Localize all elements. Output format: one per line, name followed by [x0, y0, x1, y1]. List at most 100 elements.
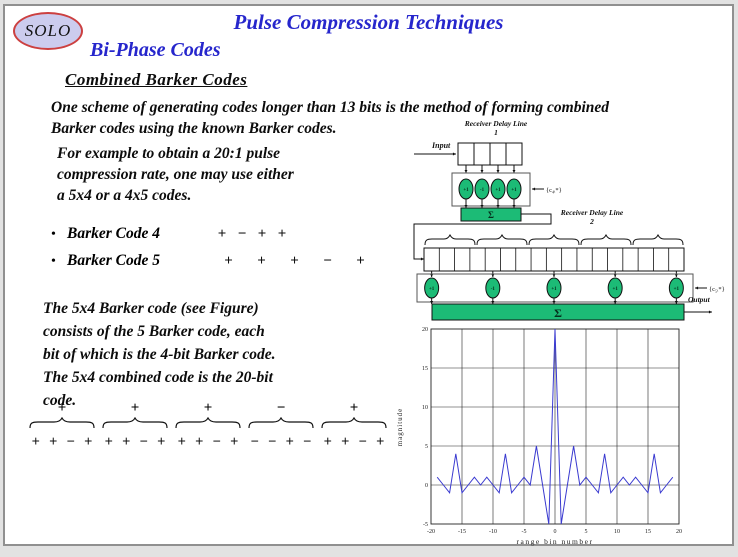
svg-text:1: 1 — [494, 128, 498, 137]
svg-text:+1: +1 — [612, 287, 618, 292]
svg-text:Receiver Delay Line: Receiver Delay Line — [560, 208, 624, 217]
bullet-dot: • — [51, 254, 56, 269]
x-axis-label: range bin number — [517, 537, 594, 546]
outer-code-sign: + — [203, 400, 213, 416]
code-sign: + — [224, 253, 233, 269]
over-brace — [175, 416, 241, 429]
code-sign: + — [217, 226, 227, 242]
code-sign: + — [122, 434, 131, 450]
svg-text:20: 20 — [422, 327, 428, 333]
code-sign: − — [268, 434, 277, 450]
over-brace — [29, 416, 95, 429]
code-bits: − − + − — [246, 434, 316, 451]
svg-text:+1: +1 — [463, 188, 469, 193]
slide: SOLO Pulse Compression Techniques Bi-Pha… — [3, 4, 734, 546]
svg-text:-15: -15 — [458, 529, 466, 535]
chart-line — [436, 328, 674, 525]
code-sign: − — [66, 434, 75, 450]
code-sign: + — [49, 434, 58, 450]
code-sign: − — [250, 434, 259, 450]
combined-code-group: + + + − + — [27, 400, 97, 451]
solo-logo-text: SOLO — [24, 21, 72, 40]
autocorrelation-chart: -20 -15 -10 -5 0 5 10 15 20 -5 0 5 10 15 20 magnitude ra… — [396, 327, 682, 546]
code-bits: + + − + — [173, 434, 243, 451]
code-sign: + — [290, 253, 299, 269]
combined-code-sequence: + + + − + + + + − + + + + − + − − − + − + + + − + — [27, 400, 392, 451]
code-sign: + — [341, 434, 350, 450]
code-sign: − — [237, 226, 247, 242]
code-sign: − — [358, 434, 367, 450]
page-title: Pulse Compression Techniques — [233, 10, 504, 34]
bullet-barker-code-4: • Barker Code 4 + − + + — [51, 225, 377, 252]
svg-text:-1: -1 — [491, 287, 496, 292]
code-bits: + + − + — [100, 434, 170, 451]
bullet-label: Barker Code 5 — [67, 252, 160, 269]
group-brace — [528, 233, 580, 246]
svg-text:+1: +1 — [511, 188, 517, 193]
tap-weight-box-2 — [416, 273, 694, 303]
svg-text:+1: +1 — [495, 188, 501, 193]
svg-text:0: 0 — [554, 529, 557, 535]
paragraph-example: For example to obtain a 20:1 pulse compr… — [57, 145, 294, 204]
svg-text:5: 5 — [585, 529, 588, 535]
tap-label-1: {c₄ᵢ*} — [546, 187, 562, 194]
solo-logo: SOLO — [13, 12, 83, 50]
code-sign: − — [212, 434, 221, 450]
input-label: Input — [431, 141, 451, 150]
over-brace — [321, 416, 387, 429]
svg-text:+1: +1 — [551, 287, 557, 292]
svg-text:-10: -10 — [489, 529, 497, 535]
svg-text:-5: -5 — [423, 522, 428, 528]
svg-text:5: 5 — [425, 444, 428, 450]
svg-text:-1: -1 — [480, 188, 485, 193]
svg-text:2: 2 — [589, 217, 594, 226]
svg-text:Receiver Delay Line: Receiver Delay Line — [464, 119, 528, 128]
group-brace — [580, 233, 632, 246]
code-sign: + — [177, 434, 186, 450]
svg-text:10: 10 — [614, 529, 620, 535]
over-brace — [248, 416, 314, 429]
combined-code-group: + + + − + — [319, 400, 389, 451]
code-sign: + — [31, 434, 40, 450]
code-sign: − — [139, 434, 148, 450]
svg-text:Σ: Σ — [488, 210, 494, 220]
svg-text:+1: +1 — [429, 287, 435, 292]
code-sign: + — [257, 226, 267, 242]
code-sign: + — [230, 434, 239, 450]
combined-code-group: + + + − + — [173, 400, 243, 451]
code-sign: + — [376, 434, 385, 450]
svg-text:20: 20 — [676, 529, 682, 535]
code-sign: − — [303, 434, 312, 450]
code-sign: + — [84, 434, 93, 450]
group-brace — [476, 233, 528, 246]
svg-text:10: 10 — [422, 405, 428, 411]
barker-code-bullets: • Barker Code 4 + − + + • Barker Code 5 + + + − + — [51, 225, 377, 279]
svg-text:15: 15 — [422, 366, 428, 372]
code-sign: + — [104, 434, 113, 450]
subtitle-biphase-codes: Bi-Phase Codes — [90, 39, 221, 61]
svg-text:0: 0 — [425, 483, 428, 489]
y-axis-label: magnitude — [396, 408, 404, 447]
paragraph-intro: One scheme of generating codes longer th… — [51, 99, 610, 137]
svg-text:15: 15 — [645, 529, 651, 535]
svg-text:Σ: Σ — [554, 306, 562, 320]
outer-code-sign: + — [57, 400, 67, 416]
code-sign: + — [157, 434, 166, 450]
tap-label-2: {c₅ᵢ*} — [709, 286, 725, 293]
code-sign: + — [257, 253, 266, 269]
bullet-dot: • — [51, 227, 56, 242]
feed-connector — [413, 213, 552, 260]
code-sign: + — [195, 434, 204, 450]
paragraph-figure-description: The 5x4 Barker code (see Figure) consist… — [43, 300, 276, 409]
group-brace — [632, 233, 684, 246]
group-brace — [424, 233, 476, 246]
bullet-label: Barker Code 4 — [67, 225, 160, 242]
tap-weight-box-1 — [451, 172, 531, 207]
section-heading: Combined Barker Codes — [65, 70, 248, 89]
code-sign: + — [277, 226, 287, 242]
svg-text:-20: -20 — [427, 529, 435, 535]
